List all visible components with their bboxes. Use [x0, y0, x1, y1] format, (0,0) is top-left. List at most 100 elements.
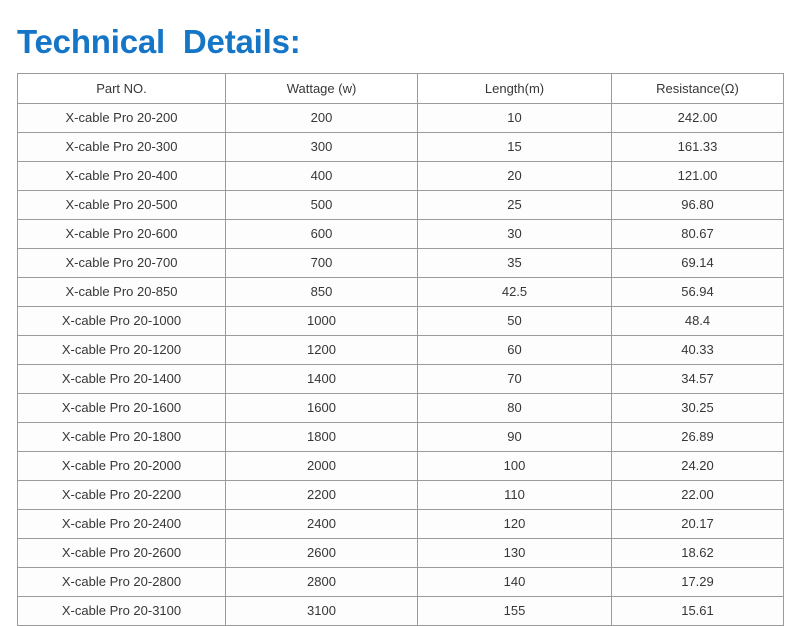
table-cell-part: X-cable Pro 20-1200	[17, 335, 226, 365]
table-cell-wattage: 2800	[225, 567, 418, 597]
table-cell-resistance: 242.00	[611, 103, 784, 133]
table-cell-resistance: 121.00	[611, 161, 784, 191]
table-cell-part: X-cable Pro 20-2800	[17, 567, 226, 597]
table-cell-wattage: 700	[225, 248, 418, 278]
table-cell-length: 80	[417, 393, 612, 423]
table-cell-part: X-cable Pro 20-1000	[17, 306, 226, 336]
table-header-row: Part NO. Wattage (w) Length(m) Resistanc…	[17, 73, 784, 104]
table-row: X-cable Pro 20-1800 1800 90 26.89	[17, 422, 784, 452]
table-cell-wattage: 1200	[225, 335, 418, 365]
table-cell-wattage: 850	[225, 277, 418, 307]
table-cell-part: X-cable Pro 20-600	[17, 219, 226, 249]
table-cell-wattage: 600	[225, 219, 418, 249]
table-cell-part: X-cable Pro 20-850	[17, 277, 226, 307]
table-cell-wattage: 3100	[225, 596, 418, 626]
table-cell-wattage: 400	[225, 161, 418, 191]
table-row: X-cable Pro 20-600 600 30 80.67	[17, 219, 784, 249]
table-cell-length: 60	[417, 335, 612, 365]
table-cell-resistance: 40.33	[611, 335, 784, 365]
table-row: X-cable Pro 20-1600 1600 80 30.25	[17, 393, 784, 423]
table-cell-resistance: 80.67	[611, 219, 784, 249]
table-row: X-cable Pro 20-2800 2800 140 17.29	[17, 567, 784, 597]
table-cell-wattage: 300	[225, 132, 418, 162]
table-cell-part: X-cable Pro 20-1800	[17, 422, 226, 452]
table-cell-resistance: 48.4	[611, 306, 784, 336]
page-title: Technical Details:	[17, 23, 301, 60]
table-cell-part: X-cable Pro 20-2000	[17, 451, 226, 481]
table-cell-length: 42.5	[417, 277, 612, 307]
table-row: X-cable Pro 20-1400 1400 70 34.57	[17, 364, 784, 394]
table-cell-length: 110	[417, 480, 612, 510]
technical-details-page: Technical Details: Part NO. Wattage (w) …	[17, 23, 784, 626]
table-row: X-cable Pro 20-3100 3100 155 15.61	[17, 596, 784, 626]
specifications-table: Part NO. Wattage (w) Length(m) Resistanc…	[17, 73, 784, 626]
table-cell-resistance: 20.17	[611, 509, 784, 539]
table-cell-length: 35	[417, 248, 612, 278]
table-cell-wattage: 2600	[225, 538, 418, 568]
table-cell-resistance: 15.61	[611, 596, 784, 626]
table-row: X-cable Pro 20-200 200 10 242.00	[17, 103, 784, 133]
table-cell-length: 140	[417, 567, 612, 597]
specifications-table-container: Part NO. Wattage (w) Length(m) Resistanc…	[17, 73, 784, 626]
table-cell-part: X-cable Pro 20-1600	[17, 393, 226, 423]
table-cell-length: 70	[417, 364, 612, 394]
table-cell-length: 30	[417, 219, 612, 249]
table-cell-part: X-cable Pro 20-2600	[17, 538, 226, 568]
table-cell-part: X-cable Pro 20-2400	[17, 509, 226, 539]
table-cell-length: 15	[417, 132, 612, 162]
table-row: X-cable Pro 20-850 850 42.5 56.94	[17, 277, 784, 307]
table-cell-resistance: 24.20	[611, 451, 784, 481]
table-cell-part: X-cable Pro 20-1400	[17, 364, 226, 394]
table-cell-resistance: 22.00	[611, 480, 784, 510]
table-row: X-cable Pro 20-2400 2400 120 20.17	[17, 509, 784, 539]
table-cell-wattage: 2000	[225, 451, 418, 481]
table-header: Part NO. Wattage (w) Length(m) Resistanc…	[17, 73, 784, 104]
table-row: X-cable Pro 20-2600 2600 130 18.62	[17, 538, 784, 568]
table-cell-wattage: 1800	[225, 422, 418, 452]
table-cell-part: X-cable Pro 20-400	[17, 161, 226, 191]
table-cell-wattage: 500	[225, 190, 418, 220]
table-cell-length: 90	[417, 422, 612, 452]
table-cell-resistance: 17.29	[611, 567, 784, 597]
table-cell-wattage: 1000	[225, 306, 418, 336]
table-cell-length: 10	[417, 103, 612, 133]
table-row: X-cable Pro 20-400 400 20 121.00	[17, 161, 784, 191]
table-row: X-cable Pro 20-1200 1200 60 40.33	[17, 335, 784, 365]
column-header-part-no: Part NO.	[17, 73, 226, 104]
column-header-length: Length(m)	[417, 73, 612, 104]
table-cell-length: 20	[417, 161, 612, 191]
table-cell-part: X-cable Pro 20-500	[17, 190, 226, 220]
table-row: X-cable Pro 20-500 500 25 96.80	[17, 190, 784, 220]
table-cell-length: 130	[417, 538, 612, 568]
table-cell-resistance: 56.94	[611, 277, 784, 307]
table-cell-resistance: 34.57	[611, 364, 784, 394]
table-cell-part: X-cable Pro 20-300	[17, 132, 226, 162]
table-cell-length: 50	[417, 306, 612, 336]
table-cell-resistance: 161.33	[611, 132, 784, 162]
table-cell-resistance: 30.25	[611, 393, 784, 423]
table-cell-resistance: 69.14	[611, 248, 784, 278]
table-cell-length: 155	[417, 596, 612, 626]
table-cell-length: 25	[417, 190, 612, 220]
table-cell-length: 120	[417, 509, 612, 539]
table-row: X-cable Pro 20-700 700 35 69.14	[17, 248, 784, 278]
table-row: X-cable Pro 20-300 300 15 161.33	[17, 132, 784, 162]
table-cell-length: 100	[417, 451, 612, 481]
column-header-wattage: Wattage (w)	[225, 73, 418, 104]
table-cell-resistance: 18.62	[611, 538, 784, 568]
table-body: X-cable Pro 20-200 200 10 242.00 X-cable Pro…	[17, 103, 784, 626]
table-cell-part: X-cable Pro 20-2200	[17, 480, 226, 510]
table-cell-wattage: 1400	[225, 364, 418, 394]
table-cell-resistance: 26.89	[611, 422, 784, 452]
table-cell-wattage: 2200	[225, 480, 418, 510]
column-header-resistance: Resistance(Ω)	[611, 73, 784, 104]
table-cell-wattage: 200	[225, 103, 418, 133]
table-cell-wattage: 2400	[225, 509, 418, 539]
table-cell-part: X-cable Pro 20-700	[17, 248, 226, 278]
table-row: X-cable Pro 20-1000 1000 50 48.4	[17, 306, 784, 336]
table-cell-part: X-cable Pro 20-200	[17, 103, 226, 133]
table-cell-part: X-cable Pro 20-3100	[17, 596, 226, 626]
table-row: X-cable Pro 20-2200 2200 110 22.00	[17, 480, 784, 510]
table-cell-wattage: 1600	[225, 393, 418, 423]
table-row: X-cable Pro 20-2000 2000 100 24.20	[17, 451, 784, 481]
